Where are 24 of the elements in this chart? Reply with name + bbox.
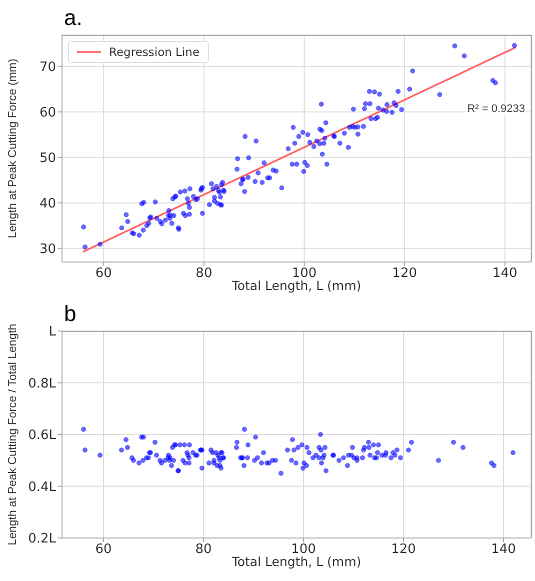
x-tick-label: 140 [492,266,518,282]
x-tick-label: 60 [95,266,112,282]
annotation: R² = 0.9233 [467,103,525,116]
x-tick-label: 80 [195,542,212,558]
y-axis-title: Length at Peak Cutting Force (mm) [7,58,20,238]
x-tick-label: 120 [391,542,416,558]
x-tick-label: 60 [95,542,112,558]
y-tick-label: 70 [39,60,56,76]
y-tick-label: 50 [39,150,56,166]
chart-title: a. [64,5,82,31]
chart-title: b [64,301,76,327]
legend-label: Regression Line [109,45,200,59]
y-tick-label: 0.6L [28,428,57,444]
y-tick-label: 0.8L [28,376,57,392]
y-tick-label: 40 [39,196,56,212]
y-tick-label: 30 [39,242,56,257]
y-tick-label: 60 [39,105,56,120]
x-tick-label: 80 [196,266,212,282]
y-axis-title: Length at Peak Cutting Force / Total Length [7,324,20,546]
x-tick-label: 140 [491,542,516,558]
y-tick-label: 0.4L [28,480,57,495]
y-tick-label: L [48,324,57,340]
y-tick-label: 0.2L [28,532,57,547]
x-tick-label: 120 [392,266,418,282]
